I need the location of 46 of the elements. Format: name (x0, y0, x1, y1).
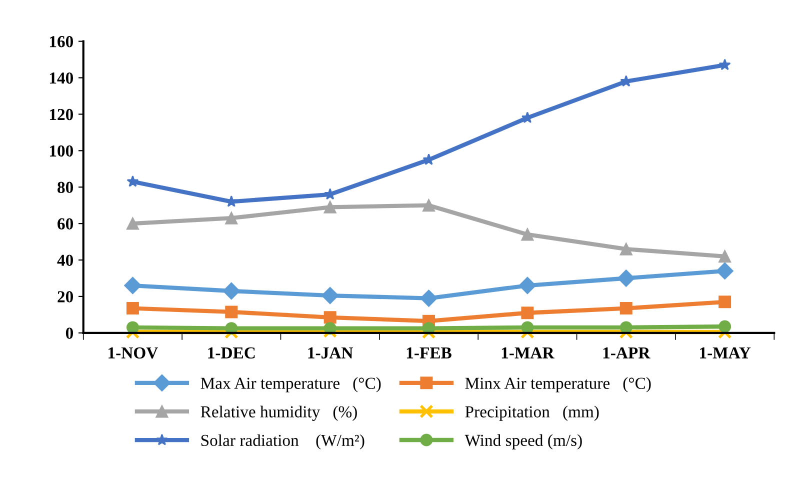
legend-label: Solar radiation (W/m²) (201, 434, 364, 450)
y-tick-label: 80 (58, 182, 74, 194)
x-tick-label: 1-NOV (108, 347, 158, 359)
legend-label: Minx Air temperature (°C) (465, 377, 651, 392)
point (422, 199, 436, 212)
point (126, 217, 139, 230)
y-tick-label: 120 (50, 108, 74, 120)
x-tick-label: 1-FEB (406, 347, 452, 358)
x-tick-label: 1-DEC (208, 347, 255, 359)
point (618, 270, 635, 287)
point (620, 242, 632, 256)
point (324, 200, 336, 214)
x-tick-label: 1-MAY (700, 347, 751, 358)
point (225, 212, 238, 224)
legend-label: Relative humidity (%) (200, 406, 357, 421)
x-tick-label: 1-APR (603, 347, 650, 358)
point (718, 320, 732, 333)
legend-label: Precipitation (mm) (465, 406, 599, 421)
point (322, 286, 339, 304)
y-tick-label: 40 (57, 254, 74, 266)
y-tick-label: 100 (50, 145, 74, 157)
point (420, 290, 438, 307)
point (716, 262, 734, 280)
point (718, 296, 732, 308)
point (324, 311, 336, 324)
y-tick-label: 0 (66, 328, 74, 339)
point (620, 302, 632, 315)
y-tick-label: 60 (58, 218, 74, 230)
point (718, 250, 732, 263)
y-tick-label: 160 (50, 36, 74, 48)
point (518, 276, 536, 294)
point (126, 302, 139, 315)
x-tick-label: 1-MAR (502, 347, 554, 358)
point (222, 282, 240, 300)
legend-label: Max Air temperature (°C) (200, 377, 381, 392)
point (126, 175, 139, 187)
point (323, 324, 338, 338)
y-tick-label: 20 (58, 291, 74, 302)
point (521, 228, 534, 241)
y-tick-label: 140 (50, 72, 74, 84)
point (521, 306, 534, 320)
x-tick-label: 1-JAN (308, 347, 354, 359)
legend-label: Wind speed (m/s) (464, 434, 582, 450)
point (124, 276, 142, 294)
point (225, 306, 238, 318)
point (718, 58, 731, 70)
